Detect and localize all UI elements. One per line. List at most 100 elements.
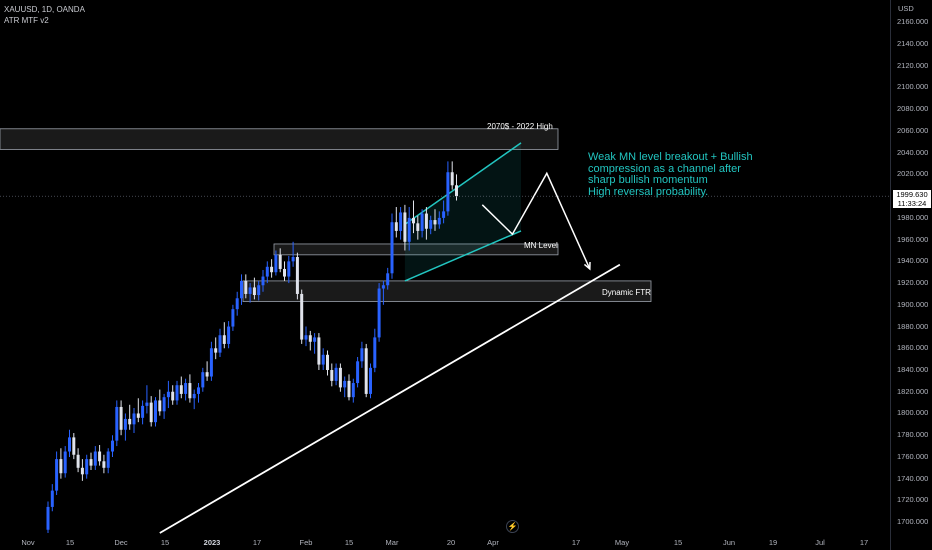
candle-body	[403, 212, 407, 242]
zone-box	[242, 280, 652, 302]
candle-body	[308, 335, 312, 342]
candle-body	[338, 367, 342, 388]
candle-body	[119, 406, 123, 430]
candle-body	[437, 217, 441, 225]
candle-body	[76, 454, 80, 468]
candle-body	[412, 217, 415, 224]
price-tick-label: 1760.000	[897, 451, 929, 461]
zone-box	[0, 128, 559, 150]
candle-body	[381, 285, 385, 289]
price-tick-label: 1740.000	[897, 473, 929, 483]
candle-body	[128, 418, 132, 425]
annotation-line: Weak MN level breakout + Bullish	[588, 151, 753, 163]
price-tick-label: 1980.000	[897, 212, 929, 222]
zones-layer	[0, 128, 652, 302]
candle-body	[205, 372, 209, 377]
price-axis[interactable]	[890, 0, 932, 550]
candle-body	[429, 220, 433, 229]
price-tick-label: 2140.000	[897, 39, 929, 49]
candle-body	[102, 461, 106, 468]
candle-body	[141, 405, 145, 418]
candle-body	[347, 380, 351, 398]
candle-body	[295, 257, 299, 294]
candle-body	[59, 459, 63, 474]
zone-label-2022-high: 2070$ - 2022 High	[487, 122, 553, 131]
time-tick-label: 15	[344, 538, 354, 547]
price-tick-label: 1860.000	[897, 343, 929, 353]
candle-body	[162, 397, 166, 412]
time-tick-label: Nov	[21, 538, 35, 547]
candle-body	[442, 211, 446, 218]
channel-layer	[404, 142, 522, 282]
candle-body	[175, 385, 179, 401]
candle-body	[334, 367, 338, 381]
candle-body	[386, 273, 390, 286]
channel-lower-line	[404, 230, 522, 282]
candle-body	[356, 361, 360, 384]
candle-body	[197, 387, 200, 394]
candle-body	[364, 348, 368, 394]
price-tick-label: 2120.000	[897, 60, 929, 70]
price-tick-label: 1920.000	[897, 278, 929, 288]
candle-body	[317, 337, 321, 365]
candle-body	[244, 280, 248, 294]
candle-body	[399, 212, 403, 231]
candle-body	[98, 451, 102, 462]
candle-body	[80, 467, 84, 475]
candle-body	[390, 222, 394, 274]
price-tick-label: 1820.000	[897, 386, 929, 396]
candle-body	[209, 348, 213, 377]
candle-body	[222, 335, 226, 344]
candle-body	[231, 309, 235, 327]
time-tick-label: Feb	[299, 538, 313, 547]
price-tick-label: 1880.000	[897, 321, 929, 331]
time-tick-label: 17	[252, 538, 262, 547]
time-tick-label: May	[614, 538, 630, 547]
candle-body	[171, 391, 175, 401]
candle-body	[50, 490, 54, 507]
candle-body	[106, 451, 110, 468]
candle-body	[369, 367, 372, 394]
zone-box	[273, 243, 559, 256]
symbol-line[interactable]: XAUUSD, 1D, OANDA	[4, 5, 85, 14]
candle-body	[360, 348, 364, 362]
candle-body	[46, 506, 50, 530]
time-tick-label: Jul	[815, 538, 825, 547]
candle-body	[373, 337, 377, 368]
lightning-icon[interactable]: ⚡	[506, 520, 519, 533]
chart-canvas[interactable]	[0, 0, 890, 550]
candle-body	[184, 383, 188, 394]
candle-body	[287, 261, 291, 277]
candle-body	[455, 185, 458, 197]
candle-body	[377, 288, 381, 338]
candle-body	[394, 222, 398, 231]
candle-body	[304, 335, 308, 340]
candle-body	[248, 287, 252, 294]
price-tick-label: 2040.000	[897, 147, 929, 157]
candle-body	[188, 383, 192, 399]
candle-body	[235, 298, 239, 310]
trendline	[159, 263, 621, 534]
candle-body	[166, 391, 170, 398]
candle-body	[283, 268, 286, 277]
time-tick-label: 19	[768, 538, 778, 547]
candle-body	[257, 285, 261, 296]
price-tick-label: 1900.000	[897, 299, 929, 309]
annotation-line: compression as a channel after	[588, 162, 741, 175]
chart-area[interactable]	[0, 0, 890, 550]
chart-header: XAUUSD, 1D, OANDA ATR MTF v2	[4, 4, 85, 26]
candle-body	[55, 459, 59, 491]
candle-body	[446, 172, 450, 212]
annotation-line: High reversal probability.	[588, 185, 709, 198]
candle-body	[407, 217, 411, 242]
channel-upper-line	[404, 142, 522, 226]
time-tick-label: 2023	[203, 538, 221, 547]
time-tick-label: Mar	[385, 538, 399, 547]
indicator-label[interactable]: ATR MTF v2	[4, 16, 49, 25]
channel-fill	[404, 142, 521, 281]
candle-body	[63, 451, 67, 474]
candle-body	[265, 266, 269, 277]
candle-body	[274, 254, 278, 273]
currency-label: USD	[898, 4, 914, 13]
candle-body	[291, 257, 295, 262]
